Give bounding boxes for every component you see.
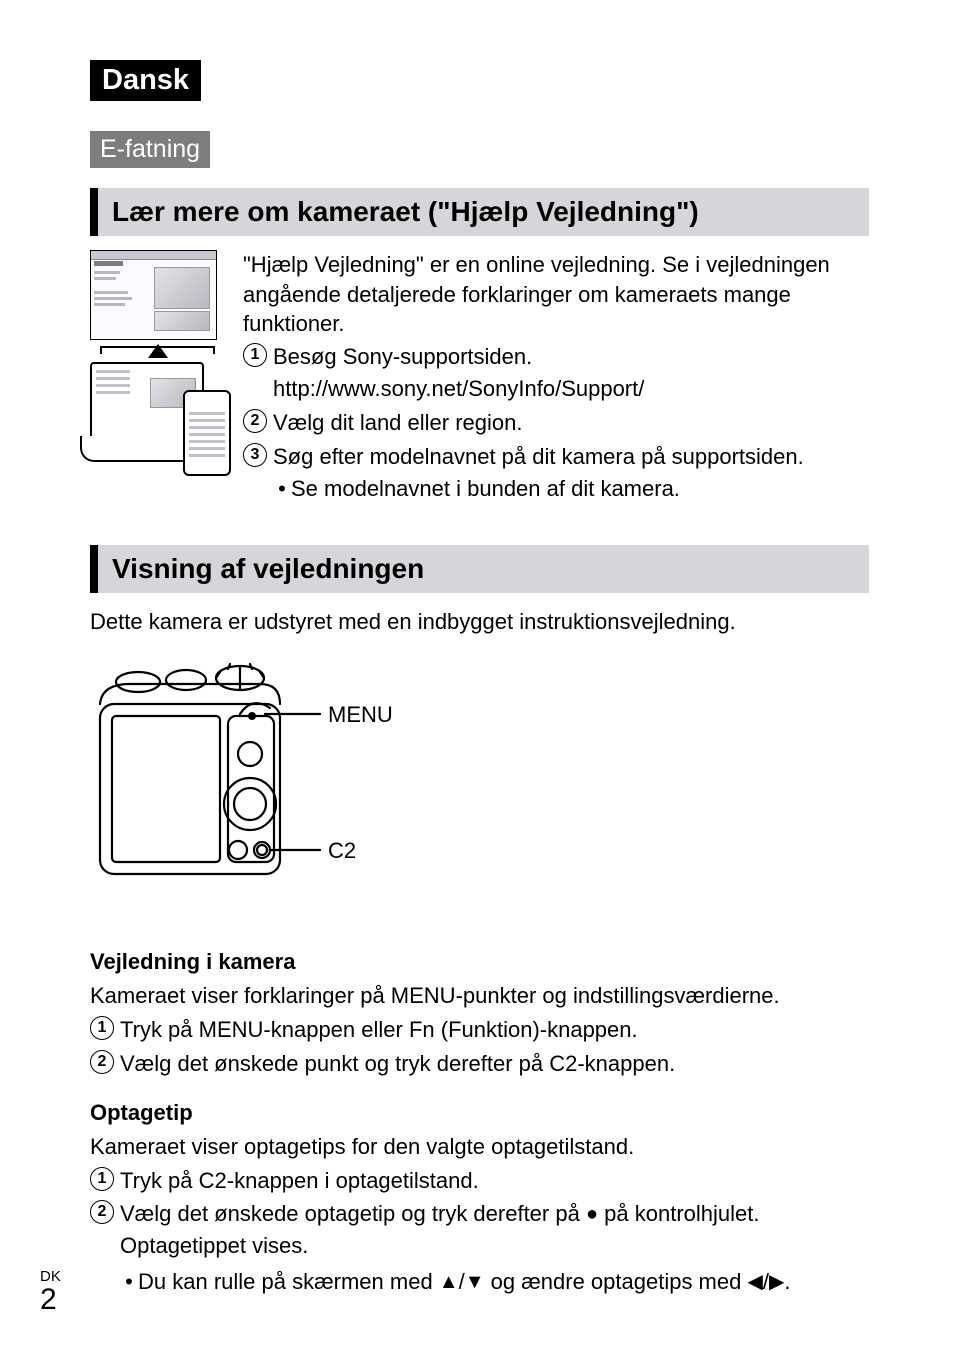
step3-sub: Se modelnavnet i bunden af dit kamera. [291, 473, 680, 505]
sub1-step-1-num: 1 [90, 1016, 114, 1040]
step2-text: Vælg dit land eller region. [273, 407, 869, 439]
browser-thumbnail [90, 250, 217, 340]
sub2-line: Kameraet viser optagetips for den valgte… [90, 1132, 869, 1163]
sub2-step-2-num: 2 [90, 1200, 114, 1224]
step-number-2: 2 [243, 409, 267, 433]
step-number-1: 1 [243, 343, 267, 367]
down-arrow-icon: ▼ [465, 1271, 485, 1293]
section-header-1: Lær mere om kameraet ("Hjælp Vejledning"… [90, 188, 869, 236]
page-footer: DK 2 [40, 1268, 61, 1315]
step1-url: http://www.sony.net/SonyInfo/Support/ [273, 373, 869, 405]
section1-intro: "Hjælp Vejledning" er en online vejledni… [243, 250, 869, 339]
up-arrow-icon: ▲ [439, 1271, 459, 1293]
sub1-line: Kameraet viser forklaringer på MENU-punk… [90, 981, 869, 1012]
help-guide-thumbnails [90, 250, 225, 505]
right-arrow-icon: ▶ [769, 1271, 784, 1293]
left-arrow-icon: ◀ [747, 1271, 762, 1293]
sub1-step-2: Vælg det ønskede punkt og tryk derefter … [120, 1048, 869, 1080]
manual-page: Dansk E-fatning Lær mere om kameraet ("H… [0, 0, 954, 1345]
sub2-bullet: Du kan rulle på skærmen med ▲/▼ og ændre… [138, 1266, 791, 1298]
step1-line1: Besøg Sony-supportsiden. [273, 341, 869, 373]
sub2-step-1: Tryk på C2-knappen i optagetilstand. [120, 1165, 869, 1197]
camera-diagram: MENU C2 [90, 654, 869, 919]
sub1-step-1: Tryk på MENU-knappen eller Fn (Funktion)… [120, 1014, 869, 1046]
subhead-tips: Optagetip [90, 1100, 869, 1126]
section2-intro: Dette kamera er udstyret med en indbygge… [90, 607, 869, 637]
label-menu: MENU [328, 702, 393, 727]
label-c2: C2 [328, 838, 356, 863]
sub2-step-1-num: 1 [90, 1167, 114, 1191]
sub1-step-2-num: 2 [90, 1050, 114, 1074]
step3-text: Søg efter modelnavnet på dit kamera på s… [273, 441, 869, 473]
language-badge: Dansk [90, 60, 201, 101]
mount-badge: E-fatning [90, 131, 210, 168]
sub2-step-2: Vælg det ønskede optagetip og tryk deref… [120, 1198, 869, 1298]
center-dot-icon: ● [586, 1203, 598, 1225]
section-header-2: Visning af vejledningen [90, 545, 869, 593]
subhead-guide: Vejledning i kamera [90, 949, 869, 975]
footer-page-number: 2 [40, 1285, 61, 1315]
step-number-3: 3 [243, 443, 267, 467]
devices-thumbnail [90, 362, 225, 492]
